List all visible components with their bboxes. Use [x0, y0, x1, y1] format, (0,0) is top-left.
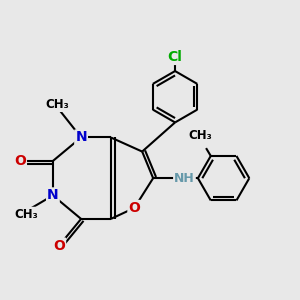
- Text: CH₃: CH₃: [188, 129, 212, 142]
- Text: NH: NH: [174, 172, 195, 185]
- Text: O: O: [128, 201, 140, 215]
- Text: O: O: [53, 238, 65, 253]
- Text: Cl: Cl: [168, 50, 182, 64]
- Text: N: N: [75, 130, 87, 145]
- Text: O: O: [14, 154, 26, 168]
- Text: CH₃: CH₃: [46, 98, 70, 111]
- Text: CH₃: CH₃: [14, 208, 38, 221]
- Text: N: N: [47, 188, 59, 203]
